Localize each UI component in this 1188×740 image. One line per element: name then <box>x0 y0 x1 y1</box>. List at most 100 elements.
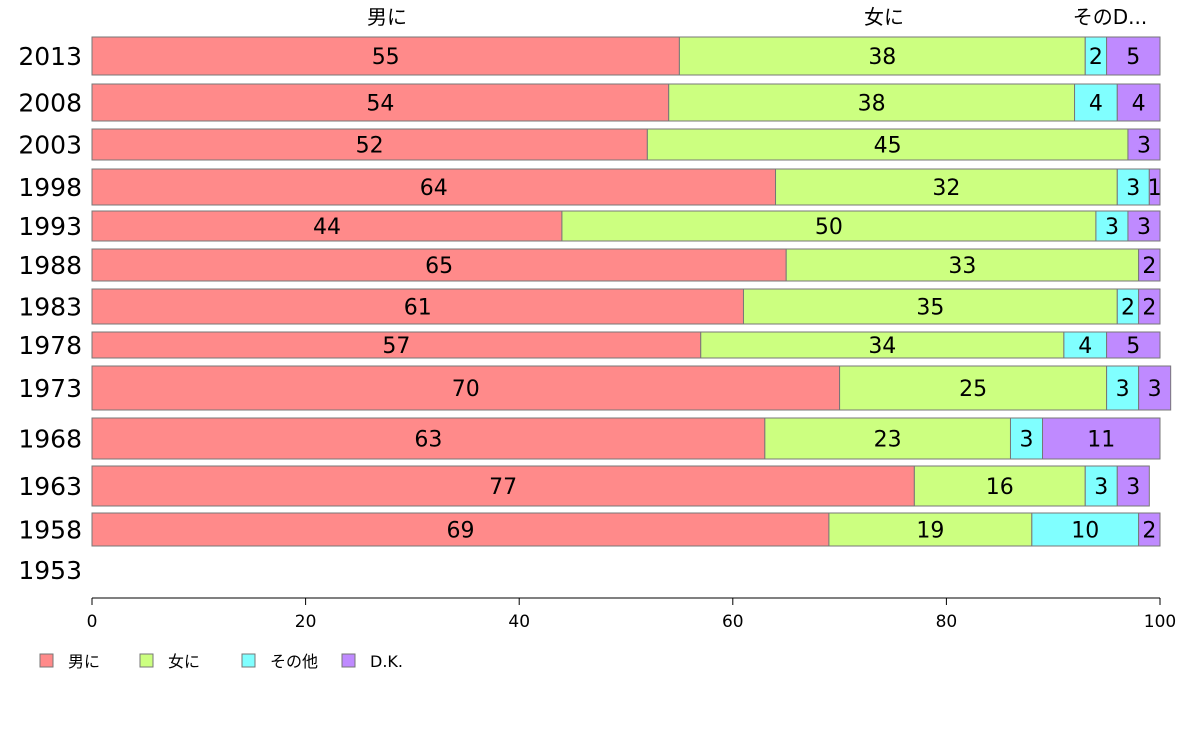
bar-1958-その他 <box>1031 512 1140 547</box>
top-label-1: 女に <box>864 5 904 29</box>
bar-label-1993-その他: 3 <box>1105 215 1119 240</box>
legend-label-2: その他 <box>270 652 318 671</box>
bar-label-1958-女に: 19 <box>916 519 944 544</box>
bar-1978-その他 <box>1063 331 1108 359</box>
bar-2008-女に <box>668 83 1076 122</box>
bar-label-1973-男に: 70 <box>452 377 480 402</box>
bar-label-1963-その他: 3 <box>1094 475 1108 500</box>
bar-label-1978-D.K.: 5 <box>1126 334 1140 359</box>
bar-2008-D.K. <box>1116 83 1161 122</box>
bar-label-1998-女に: 32 <box>932 176 960 201</box>
legend-label-3: D.K. <box>370 652 403 671</box>
bar-1963-男に <box>91 465 915 507</box>
top-labels: 男に 女に そのD... <box>367 5 1147 29</box>
bar-label-1978-女に: 34 <box>868 334 896 359</box>
bar-2008-男に <box>91 83 670 122</box>
bar-1983-女に <box>742 288 1118 325</box>
bar-1973-女に <box>839 365 1108 411</box>
bar-label-2008-その他: 4 <box>1089 92 1103 117</box>
bar-1988-男に <box>91 248 787 282</box>
bar-1998-女に <box>775 168 1118 206</box>
bar-label-1958-その他: 10 <box>1071 519 1099 544</box>
bar-label-1963-女に: 16 <box>986 475 1014 500</box>
legend-swatch-2 <box>241 653 256 668</box>
y-tick-label-1963: 1963 <box>18 472 82 501</box>
bar-label-1978-その他: 4 <box>1078 334 1092 359</box>
bar-label-1983-その他: 2 <box>1121 296 1135 321</box>
bar-label-1973-D.K.: 3 <box>1148 377 1162 402</box>
bar-1998-D.K. <box>1148 168 1161 206</box>
bar-1978-D.K. <box>1106 331 1161 359</box>
y-tick-label-1973: 1973 <box>18 374 82 403</box>
bar-label-1958-男に: 69 <box>446 519 474 544</box>
bar-label-1983-男に: 61 <box>404 296 432 321</box>
bar-label-2013-その他: 2 <box>1089 45 1103 70</box>
legend-swatch-0 <box>39 653 54 668</box>
bar-1988-D.K. <box>1138 248 1161 282</box>
bar-label-2008-D.K.: 4 <box>1132 92 1146 117</box>
bar-2013-男に <box>91 36 680 76</box>
x-tick-label-100: 100 <box>1144 612 1176 632</box>
bar-1968-その他 <box>1009 417 1044 460</box>
bar-label-1973-女に: 25 <box>959 377 987 402</box>
legend-label-0: 男に <box>68 652 100 671</box>
legend-swatch-1 <box>139 653 154 668</box>
legend-swatch-3 <box>341 653 356 668</box>
y-tick-label-2013: 2013 <box>18 42 82 71</box>
bar-label-2003-女に: 45 <box>874 134 902 159</box>
bar-1998-男に <box>91 168 777 206</box>
y-tick-label-1998: 1998 <box>18 173 82 202</box>
bar-1958-女に <box>828 512 1033 547</box>
legend: 男に 女に その他 D.K. <box>39 652 403 671</box>
bars: 55 38 2 554 38 4 452 45 364 32 3 144 50 3 365 33 261 35 2 2… <box>91 36 1172 547</box>
y-tick-label-1968: 1968 <box>18 425 82 454</box>
bar-1958-D.K. <box>1138 512 1161 547</box>
bar-label-1968-女に: 23 <box>874 428 902 453</box>
bar-label-1988-D.K.: 2 <box>1142 254 1156 279</box>
bar-1993-男に <box>91 210 563 242</box>
bar-1963-D.K. <box>1116 465 1150 507</box>
bar-2003-女に <box>646 128 1129 161</box>
bar-1968-D.K. <box>1042 417 1161 460</box>
bar-label-1998-その他: 3 <box>1126 176 1140 201</box>
bar-label-1963-D.K.: 3 <box>1126 475 1140 500</box>
bar-2003-D.K. <box>1127 128 1161 161</box>
bar-label-2013-D.K.: 5 <box>1126 45 1140 70</box>
bar-label-1988-女に: 33 <box>948 254 976 279</box>
bar-1978-男に <box>91 331 702 359</box>
x-tick-label-20: 20 <box>295 612 317 632</box>
bar-label-1993-女に: 50 <box>815 215 843 240</box>
y-tick-label-1993: 1993 <box>18 212 82 241</box>
y-tick-label-1978: 1978 <box>18 331 82 360</box>
bar-label-1998-男に: 64 <box>420 176 448 201</box>
bar-label-2003-男に: 52 <box>356 134 384 159</box>
bar-label-1988-男に: 65 <box>425 254 453 279</box>
legend-label-1: 女に <box>168 652 200 671</box>
bar-2003-男に <box>91 128 648 161</box>
bar-2008-その他 <box>1074 83 1118 122</box>
top-label-0: 男に <box>367 5 407 29</box>
y-tick-label-1953: 1953 <box>18 556 82 585</box>
bar-label-2003-D.K.: 3 <box>1137 134 1151 159</box>
bar-label-2013-男に: 55 <box>372 45 400 70</box>
bar-label-2008-男に: 54 <box>366 92 394 117</box>
bar-2013-D.K. <box>1106 36 1161 76</box>
bar-label-1993-男に: 44 <box>313 215 341 240</box>
bar-2013-女に <box>678 36 1086 76</box>
y-tick-label-1988: 1988 <box>18 251 82 280</box>
y-tick-label-1983: 1983 <box>18 293 82 322</box>
y-tick-label-2008: 2008 <box>18 89 82 118</box>
bar-label-1968-D.K.: 11 <box>1087 428 1115 453</box>
x-tick-label-60: 60 <box>722 612 744 632</box>
bar-1993-D.K. <box>1127 210 1161 242</box>
bar-label-1983-D.K.: 2 <box>1142 296 1156 321</box>
bar-1993-その他 <box>1095 210 1129 242</box>
bar-1973-その他 <box>1106 365 1140 411</box>
bar-1998-その他 <box>1116 168 1150 206</box>
x-tick-label-0: 0 <box>87 612 98 632</box>
x-tick-label-80: 80 <box>936 612 958 632</box>
bar-label-2013-女に: 38 <box>868 45 896 70</box>
bar-1988-女に <box>785 248 1140 282</box>
bar-label-1963-男に: 77 <box>489 475 517 500</box>
